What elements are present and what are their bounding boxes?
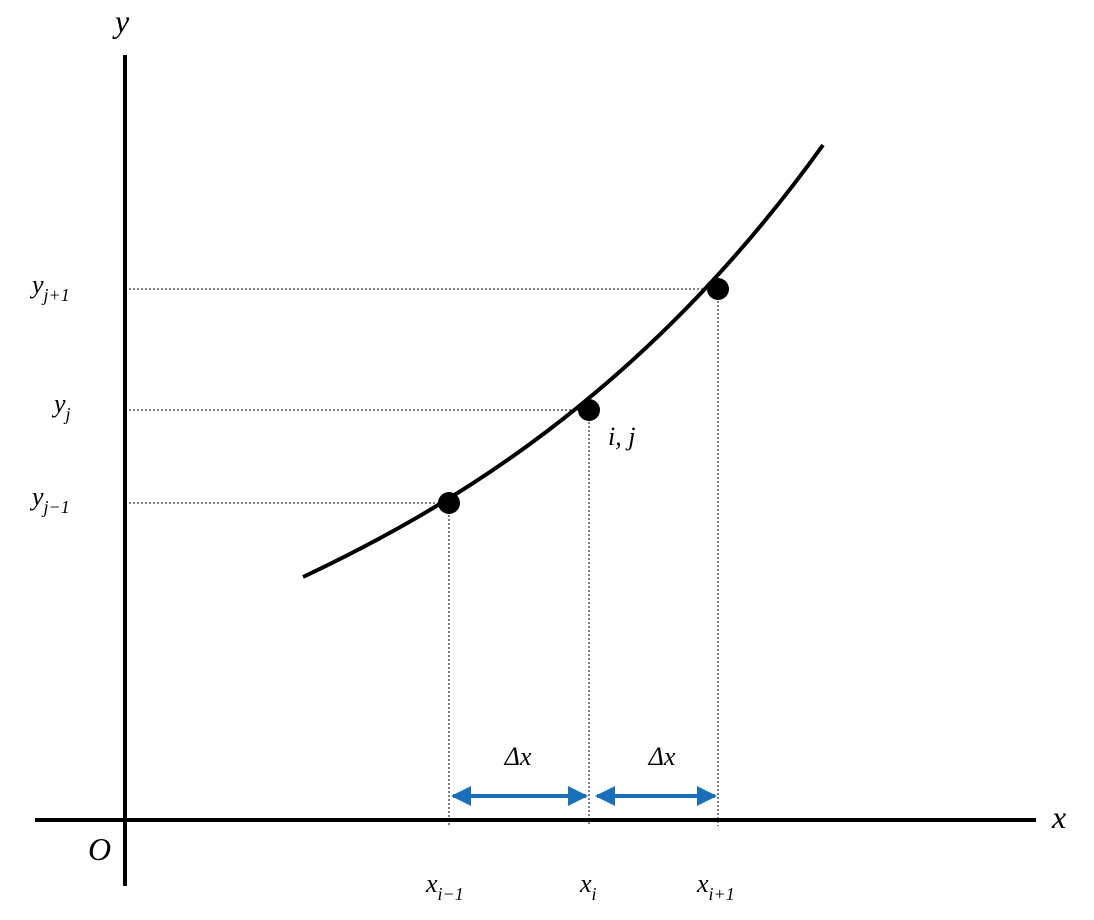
curve — [302, 143, 825, 579]
point — [707, 278, 729, 300]
x-axis-label: x — [1051, 799, 1066, 835]
origin-label: O — [88, 831, 111, 867]
x-tick-label: xi — [579, 869, 597, 904]
point — [438, 492, 460, 514]
y-tick-label: yj — [51, 389, 71, 424]
spacing-label: Δx — [648, 742, 676, 771]
y-tick-label: yj−1 — [29, 482, 70, 517]
x-tick-label: xi+1 — [696, 869, 735, 904]
point-label: i, j — [608, 422, 635, 451]
y-tick-label: yj+1 — [29, 270, 70, 305]
spacing-label: Δx — [504, 742, 532, 771]
y-axis-label: y — [112, 3, 130, 39]
point — [578, 399, 600, 421]
x-tick-label: xi−1 — [425, 869, 464, 904]
